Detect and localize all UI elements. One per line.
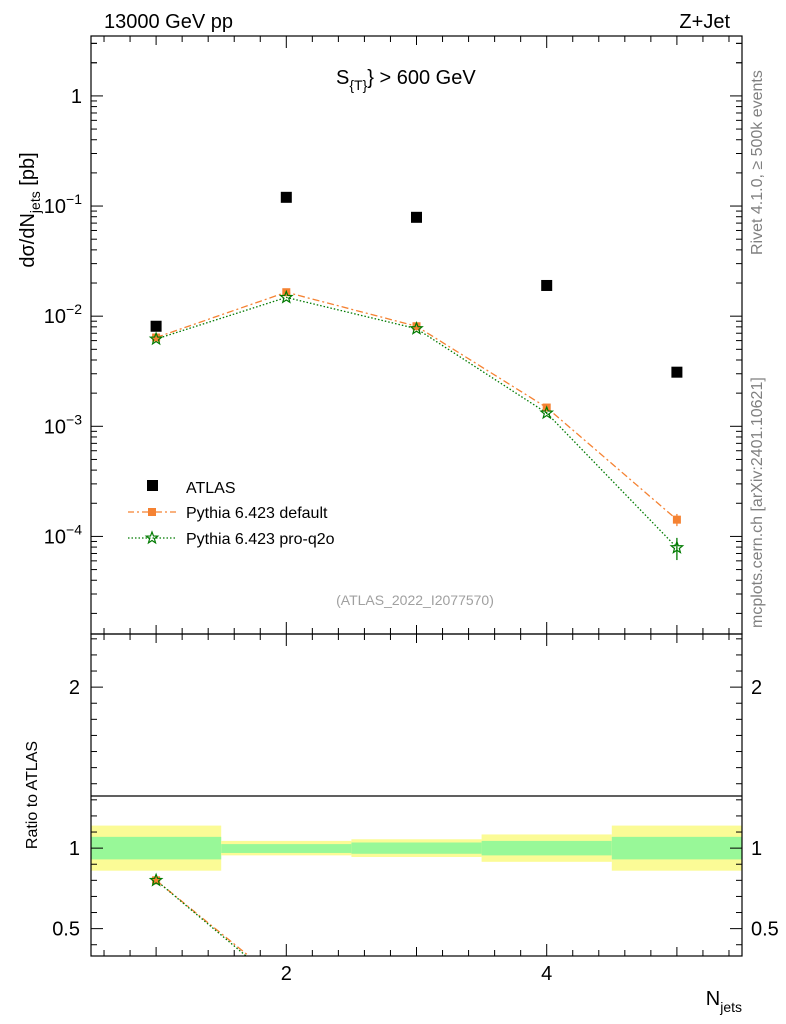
- cut-annotation: S{T}} > 600 GeV: [336, 67, 476, 93]
- rivet-label: Rivet 4.1.0, ≥ 500k events: [749, 70, 766, 255]
- main-ytick-label-base: 10: [44, 196, 66, 218]
- ratio-ytick-label-right: 1: [751, 838, 762, 860]
- ratio-band-inner: [221, 844, 352, 853]
- ratio-ylabel: Ratio to ATLAS: [24, 741, 41, 849]
- ratio-band-inner: [611, 836, 742, 860]
- ratio-proq2o-line: [155, 879, 248, 956]
- main-ytick-label-exp: −1: [66, 191, 82, 207]
- atlas-point: [280, 191, 292, 203]
- main-ytick-label-exp: −2: [66, 301, 82, 317]
- ratio-proq2o-point: [148, 872, 164, 887]
- main-ytick-label-exp: −3: [66, 411, 82, 427]
- atlas-point: [671, 366, 683, 378]
- legend-proq2o-label: Pythia 6.423 pro-q2o: [186, 531, 335, 548]
- main-ytick-label-base: 10: [44, 526, 66, 548]
- cut-prefix: S: [336, 67, 349, 89]
- atlas-point: [411, 211, 422, 223]
- main-ytick-label: 10−1: [44, 191, 82, 218]
- main-ytick-label-base: 10: [44, 306, 66, 328]
- proq2o-point: [539, 405, 555, 420]
- legend-default-marker: [148, 508, 156, 516]
- ratio-series: [148, 872, 250, 956]
- legend: ATLAS Pythia 6.423 default Pythia 6.423 …: [128, 480, 335, 548]
- main-ylabel-unit: [pb]: [17, 152, 39, 191]
- main-ticks: 110−110−210−310−4: [44, 36, 742, 634]
- header-process: Z+Jet: [679, 11, 730, 33]
- main-ylabel: dσ/dNjets [pb]: [17, 152, 43, 267]
- main-ytick-label-base: 10: [44, 416, 66, 438]
- main-ylabel-sub: jets: [27, 191, 43, 214]
- main-ytick-label: 10−2: [44, 301, 82, 328]
- default-point: [672, 515, 681, 524]
- main-series: [148, 191, 685, 561]
- ratio-band-inner: [481, 840, 612, 856]
- mcplots-label: mcplots.cern.ch [arXiv:2401.10621]: [749, 377, 766, 628]
- main-ytick-label: 1: [71, 86, 82, 108]
- legend-proq2o-marker: [144, 530, 160, 545]
- analysis-tag: (ATLAS_2022_I2077570): [336, 592, 494, 608]
- ratio-default-point: [152, 876, 161, 885]
- legend-default-label: Pythia 6.423 default: [186, 505, 328, 522]
- ratio-ytick-label-right: 2: [751, 677, 762, 699]
- default-point: [412, 322, 421, 331]
- legend-atlas-marker: [147, 480, 158, 491]
- ratio-ytick-label-left: 2: [69, 677, 80, 699]
- main-ytick-label: 10−4: [44, 521, 82, 548]
- header-energy: 13000 GeV pp: [104, 11, 233, 33]
- main-ylabel-main: dσ/dN: [17, 213, 39, 268]
- main-ytick-label-base: 1: [71, 86, 82, 108]
- main-ytick-label: 10−3: [44, 411, 82, 438]
- proq2o-point: [409, 320, 424, 335]
- ratio-ytick-label-right: 0.5: [751, 919, 779, 941]
- xlabel-sub: jets: [719, 999, 742, 1015]
- ratio-xtick-label: 4: [541, 963, 552, 985]
- atlas-point: [150, 320, 162, 332]
- ratio-ytick-label-left: 1: [69, 838, 80, 860]
- legend-atlas-label: ATLAS: [186, 480, 236, 497]
- main-ytick-label-exp: −4: [66, 521, 82, 537]
- ratio-ticks: 2 2 1 1 0.5 0.5 2 4: [52, 634, 779, 985]
- ratio-ytick-label-left: 0.5: [52, 919, 80, 941]
- default-point: [152, 333, 161, 342]
- proq2o-point: [148, 331, 164, 346]
- cut-suffix: } > 600 GeV: [367, 67, 476, 89]
- proq2o-point: [669, 539, 685, 554]
- ratio-xtick-label: 2: [281, 963, 292, 985]
- ratio-bands: [91, 825, 742, 871]
- ratio-band-inner: [351, 842, 482, 854]
- ratio-series-clipped: [148, 872, 250, 956]
- xlabel: Njets: [706, 988, 742, 1015]
- ratio-band-inner: [91, 836, 222, 860]
- xlabel-main: N: [706, 988, 720, 1010]
- cut-sub: {T}: [349, 77, 367, 93]
- atlas-point: [541, 279, 553, 291]
- proq2o-point: [278, 289, 294, 304]
